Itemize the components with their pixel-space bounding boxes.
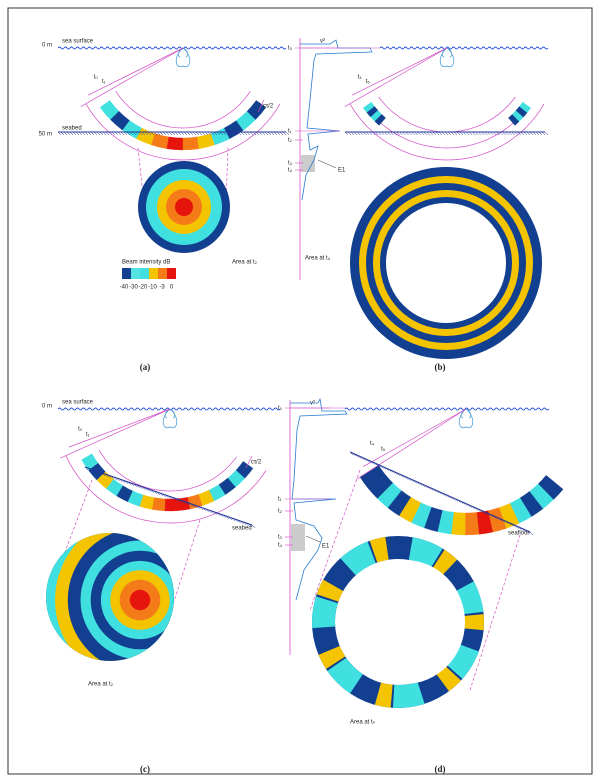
beam-segment [167,137,183,150]
label: t₄ [288,168,293,174]
label: t₂ [278,509,283,515]
label: t₁ [102,79,106,85]
label: t₅ [381,447,386,453]
arc [379,97,516,132]
label: t₂ [288,138,293,144]
label: t₁ [278,497,282,503]
label: Area at t₄ [305,256,331,262]
beam-edge [363,409,466,467]
label: 0 m [42,43,52,49]
label: t₁ [288,129,292,135]
footprint-ring [175,198,193,216]
legend-swatch [167,268,176,279]
label: (d) [435,764,446,774]
label: seabed [232,526,252,532]
arc [116,91,251,128]
label: (b) [435,362,446,372]
label: 0 m [42,404,52,410]
label: -3 [159,285,165,291]
label: cτ/2 [251,460,262,466]
label: t₄ [278,543,283,549]
legend-swatch [122,268,131,279]
label: -10 [148,285,157,291]
label: t₅ [366,79,371,85]
legend-swatch [140,268,149,279]
figure: 0 msea surfacet₀t₁cτ/2seabed50 mArea at … [0,0,600,782]
sea-surface-line [345,408,549,410]
footprint [302,526,494,718]
legend-swatch [158,268,167,279]
beam-segment [183,137,199,150]
sea-surface-line [58,47,286,49]
label: -40 [120,285,129,291]
beam-segment [165,499,178,511]
label: t₀ [278,406,283,412]
label: (a) [140,362,151,372]
label: seafloor [508,531,529,537]
label: t₄ [370,441,375,447]
echo-pointer [306,536,320,542]
label: -20 [139,285,148,291]
label: v² [310,401,315,407]
label: t₀ [288,46,293,52]
label: sea surface [62,39,94,45]
beam-edge [60,409,170,458]
beam-segment [152,498,165,511]
legend-swatch [131,268,140,279]
beam-edge [352,48,447,95]
echo-pointer [318,160,336,168]
label: Area at tₙ [350,720,376,726]
body: {"panels": [ {"label": "(a)", "depth_top… [0,0,600,782]
beam-edge [88,48,183,95]
label: t₀ [94,75,99,81]
label: t₃ [278,535,283,541]
label: t₄ [358,75,363,81]
transducer-lobe [163,409,177,428]
legend-swatch [149,268,158,279]
label: -30 [129,285,138,291]
footprint [30,490,251,711]
sea-surface-line [380,47,548,49]
label: Area at t₂ [232,260,258,266]
page: body { margin: 0; background: #fff; font… [0,0,600,782]
footprint-hole [345,560,465,684]
label: 50 m [39,132,52,138]
beam-segment [452,512,466,535]
label: E1 [322,544,330,550]
echo-window [301,155,315,172]
label: cτ/2 [263,104,274,110]
beam-edge [69,409,170,447]
label: t₃ [288,161,293,167]
echo-window [291,524,305,551]
label: 0 [170,285,174,291]
footprint-ring [130,590,150,610]
label: sea surface [62,400,94,406]
label: t₀ [78,427,83,433]
label: seabed [62,126,82,132]
label: Area at t₂ [88,682,114,688]
footprint-hole [386,203,506,323]
label: t₁ [86,432,90,438]
label: Beam intensity dB [122,260,170,266]
arc [369,110,526,148]
label: (c) [140,764,150,774]
label: E1 [338,168,346,174]
